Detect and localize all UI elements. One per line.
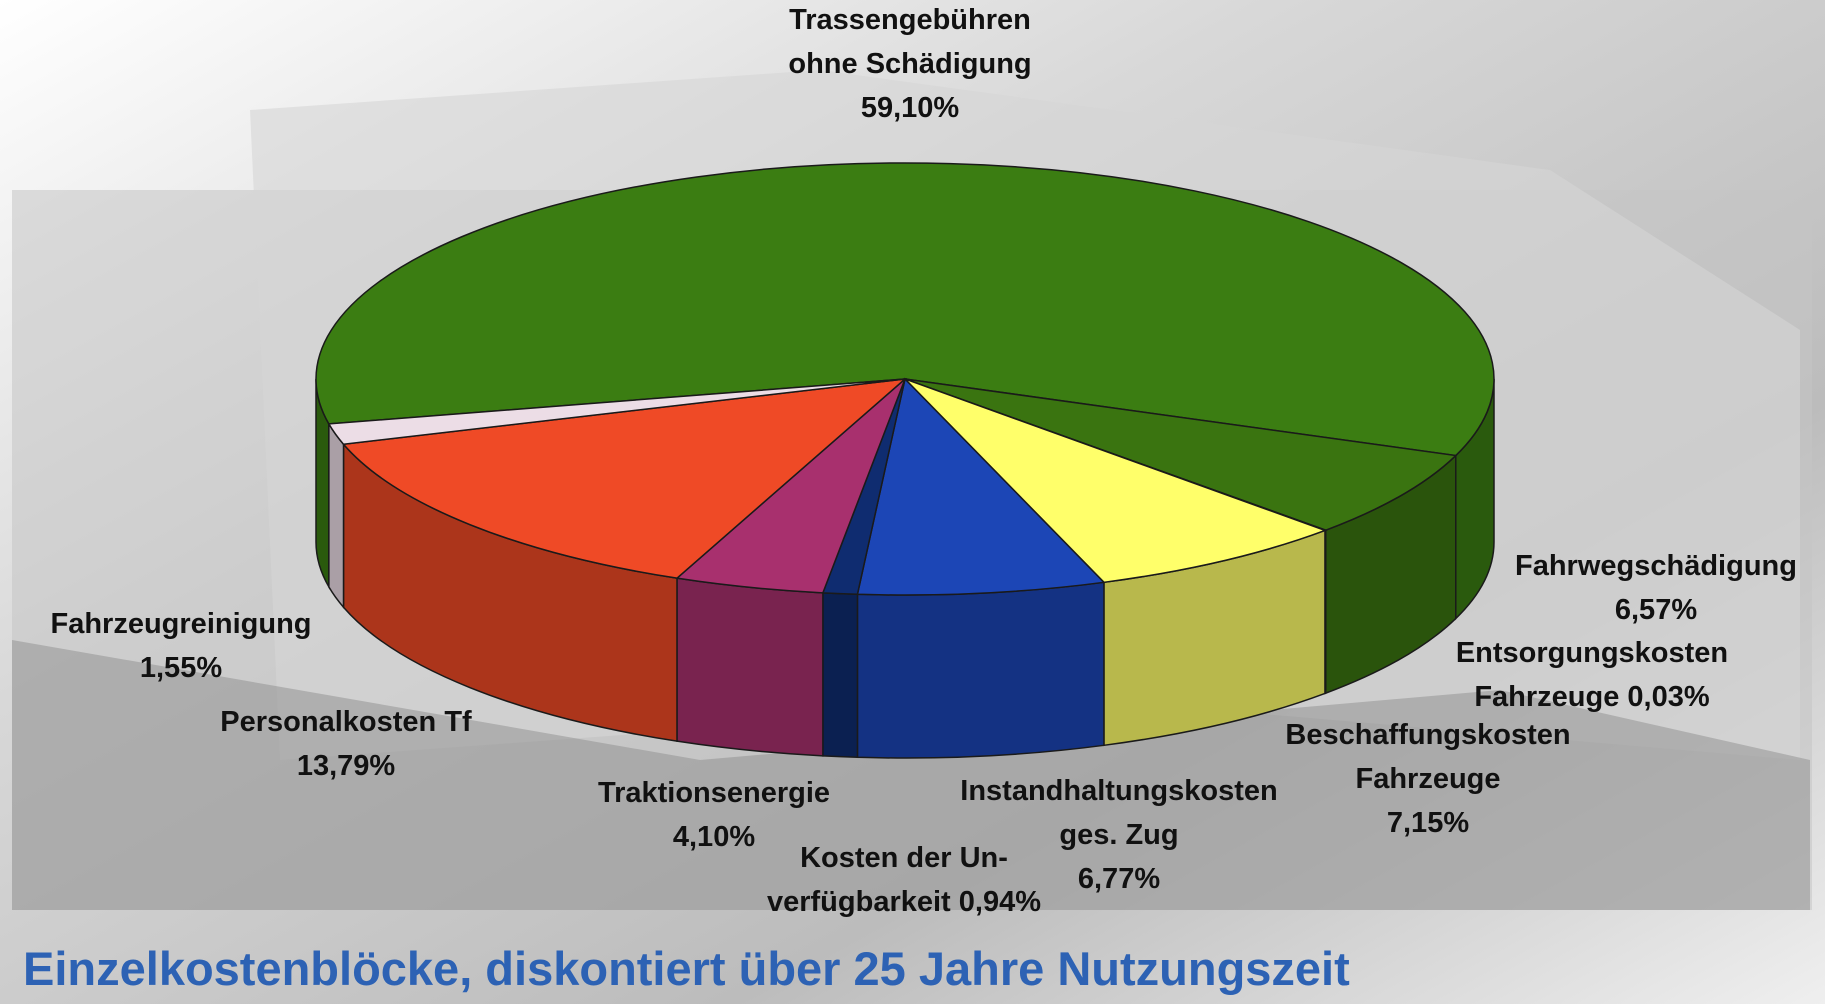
slice-label: verfügbarkeit 0,94% <box>767 886 1041 918</box>
slice-label: Beschaffungskosten <box>1285 719 1570 751</box>
slice <box>327 378 906 446</box>
slice-label: Personalkosten Tf <box>220 706 472 738</box>
slice <box>315 162 1495 457</box>
slice-label: Fahrzeuge <box>1355 763 1500 795</box>
slice-label-name: Fahrzeuge <box>1474 681 1619 713</box>
slice-label: Fahrzeugreinigung <box>51 608 312 640</box>
chart-title: Einzelkostenblöcke, diskontiert über 25 … <box>23 942 1350 995</box>
slice <box>904 378 1328 584</box>
slice-label-name: verfügbarkeit <box>767 886 951 918</box>
slice-side <box>328 421 345 610</box>
slice-label: Traktionsenergie <box>598 777 830 809</box>
slice-value-label: 6,57% <box>1615 594 1697 626</box>
slice-label: Instandhaltungskosten <box>960 775 1277 807</box>
slice <box>904 378 1458 531</box>
slice-label: Fahrzeuge 0,03% <box>1474 681 1710 713</box>
slice <box>856 377 1106 596</box>
slice-label: Trassengebühren <box>789 4 1031 36</box>
slice-value-label: 13,79% <box>297 750 396 782</box>
slice-value-label: 6,77% <box>1078 863 1160 895</box>
slice-side <box>676 577 824 757</box>
slice-value-label: 0,03% <box>1627 681 1709 713</box>
slice-value-label: 0,94% <box>959 886 1041 918</box>
slice-label: Entsorgungskosten <box>1456 637 1728 669</box>
slice-value-label: 1,55% <box>140 652 222 684</box>
slice-side <box>822 592 859 759</box>
slice-label: ges. Zug <box>1059 819 1178 851</box>
slice-value-label: 4,10% <box>673 821 755 853</box>
slice <box>342 377 908 579</box>
ground-shape <box>12 640 1810 910</box>
pie <box>315 162 1495 759</box>
slice-value-label: 59,10% <box>861 92 960 124</box>
slice-side <box>856 581 1105 759</box>
labels: Trassengebühren ohne Schädigung 59,10% Fahr… <box>51 4 1797 918</box>
slice-label: ohne Schädigung <box>788 48 1031 80</box>
slice-label: Kosten der Un- <box>800 842 1008 874</box>
slice-label: Fahrwegschädigung <box>1515 550 1797 582</box>
slice-value-label: 7,15% <box>1387 807 1469 839</box>
